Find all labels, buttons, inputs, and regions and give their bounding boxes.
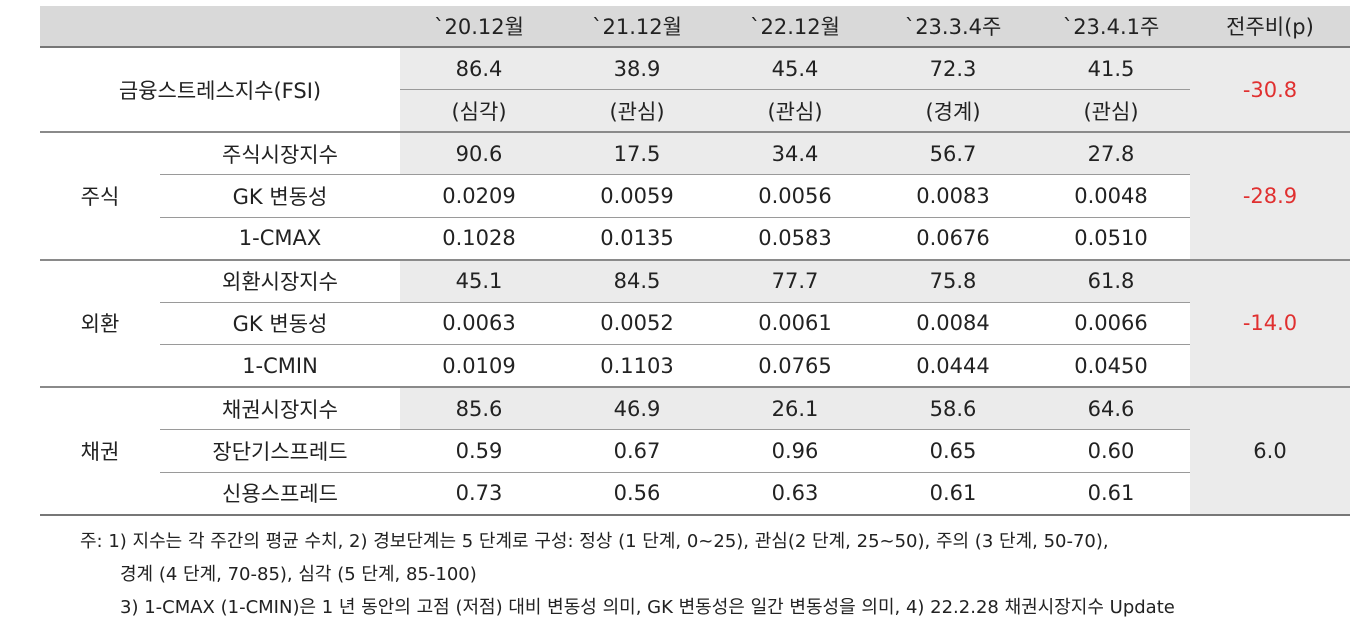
table-row: 1-CMAX 0.1028 0.0135 0.0583 0.0676 0.051… <box>40 217 1350 261</box>
row-label: 1-CMIN <box>160 344 400 388</box>
fsi-value: 45.4 <box>716 47 874 90</box>
fsi-change: -30.8 <box>1190 47 1350 133</box>
table-row: 1-CMIN 0.0109 0.1103 0.0765 0.0444 0.045… <box>40 344 1350 388</box>
fsi-level: (심각) <box>400 89 558 133</box>
cell-value: 58.6 <box>874 387 1032 430</box>
cell-value: 0.0052 <box>558 302 716 345</box>
header-col-1: `20.12월 <box>400 6 558 48</box>
cell-value: 46.9 <box>558 387 716 430</box>
cell-value: 26.1 <box>716 387 874 430</box>
fsi-level: (관심) <box>716 89 874 133</box>
row-label: 채권시장지수 <box>160 387 400 430</box>
group-change-bond: 6.0 <box>1190 387 1350 516</box>
cell-value: 0.61 <box>874 472 1032 516</box>
header-corner <box>40 6 400 48</box>
fsi-value: 86.4 <box>400 47 558 90</box>
group-label-fx: 외환 <box>40 259 160 388</box>
cell-value: 0.0450 <box>1032 344 1190 388</box>
cell-value: 17.5 <box>558 132 716 175</box>
fsi-table: `20.12월 `21.12월 `22.12월 `23.3.4주 `23.4.1… <box>40 6 1350 516</box>
cell-value: 0.0676 <box>874 217 1032 261</box>
row-label: 외환시장지수 <box>160 259 400 303</box>
cell-value: 0.60 <box>1032 429 1190 473</box>
cell-value: 0.0083 <box>874 174 1032 218</box>
cell-value: 0.0063 <box>400 302 558 345</box>
row-label: GK 변동성 <box>160 174 400 218</box>
fsi-level: (관심) <box>1032 89 1190 133</box>
table-row: GK 변동성 0.0063 0.0052 0.0061 0.0084 0.006… <box>40 302 1350 345</box>
row-label: 장단기스프레드 <box>160 429 400 473</box>
header-col-2: `21.12월 <box>558 6 716 48</box>
group-change-stock: -28.9 <box>1190 132 1350 261</box>
cell-value: 0.67 <box>558 429 716 473</box>
fsi-level: (관심) <box>558 89 716 133</box>
cell-value: 0.0583 <box>716 217 874 261</box>
fsi-value: 41.5 <box>1032 47 1190 90</box>
group-label-stock: 주식 <box>40 132 160 261</box>
fsi-level: (경계) <box>874 89 1032 133</box>
fsi-value: 72.3 <box>874 47 1032 90</box>
table-row: 신용스프레드 0.73 0.56 0.63 0.61 0.61 <box>40 472 1350 516</box>
header-col-3: `22.12월 <box>716 6 874 48</box>
cell-value: 90.6 <box>400 132 558 175</box>
row-label: 1-CMAX <box>160 217 400 261</box>
cell-value: 0.0048 <box>1032 174 1190 218</box>
cell-value: 0.0059 <box>558 174 716 218</box>
cell-value: 0.56 <box>558 472 716 516</box>
cell-value: 0.0135 <box>558 217 716 261</box>
cell-value: 0.0444 <box>874 344 1032 388</box>
header-change: 전주비(p) <box>1190 6 1350 48</box>
group-label-bond: 채권 <box>40 387 160 516</box>
cell-value: 0.0066 <box>1032 302 1190 345</box>
footnote-line-2: 경계 (4 단계, 70-85), 심각 (5 단계, 85-100) <box>120 564 477 585</box>
fsi-value: 38.9 <box>558 47 716 90</box>
cell-value: 0.1028 <box>400 217 558 261</box>
row-label: GK 변동성 <box>160 302 400 345</box>
cell-value: 27.8 <box>1032 132 1190 175</box>
row-label: 신용스프레드 <box>160 472 400 516</box>
cell-value: 0.59 <box>400 429 558 473</box>
row-label: 주식시장지수 <box>160 132 400 175</box>
table-row: 채권 채권시장지수 85.6 46.9 26.1 58.6 64.6 6.0 <box>40 387 1350 516</box>
footnote-line-1: 주: 1) 지수는 각 주간의 평균 수치, 2) 경보단계는 5 단계로 구성… <box>80 531 1109 552</box>
cell-value: 85.6 <box>400 387 558 430</box>
header-row: `20.12월 `21.12월 `22.12월 `23.3.4주 `23.4.1… <box>40 6 1350 48</box>
cell-value: 0.0765 <box>716 344 874 388</box>
table-row: 주식 주식시장지수 90.6 17.5 34.4 56.7 27.8 -28.9 <box>40 132 1350 261</box>
cell-value: 0.0510 <box>1032 217 1190 261</box>
header-col-4: `23.3.4주 <box>874 6 1032 48</box>
table-row-fsi-level: (심각) (관심) (관심) (경계) (관심) <box>40 89 1350 133</box>
cell-value: 0.0061 <box>716 302 874 345</box>
cell-value: 0.61 <box>1032 472 1190 516</box>
cell-value: 0.65 <box>874 429 1032 473</box>
cell-value: 0.73 <box>400 472 558 516</box>
cell-value: 0.0084 <box>874 302 1032 345</box>
cell-value: 77.7 <box>716 259 874 303</box>
cell-value: 0.0056 <box>716 174 874 218</box>
group-change-fx: -14.0 <box>1190 259 1350 388</box>
cell-value: 56.7 <box>874 132 1032 175</box>
cell-value: 84.5 <box>558 259 716 303</box>
table-row: 외환 외환시장지수 45.1 84.5 77.7 75.8 61.8 -14.0 <box>40 259 1350 388</box>
table-row-fsi-value: 금융스트레스지수(FSI) 86.4 38.9 45.4 72.3 41.5 -… <box>40 47 1350 133</box>
cell-value: 0.0209 <box>400 174 558 218</box>
footnote-line-3: 3) 1-CMAX (1-CMIN)은 1 년 동안의 고점 (저점) 대비 변… <box>120 597 1175 618</box>
cell-value: 0.1103 <box>558 344 716 388</box>
cell-value: 75.8 <box>874 259 1032 303</box>
table-row: GK 변동성 0.0209 0.0059 0.0056 0.0083 0.004… <box>40 174 1350 218</box>
cell-value: 61.8 <box>1032 259 1190 303</box>
cell-value: 0.63 <box>716 472 874 516</box>
cell-value: 0.96 <box>716 429 874 473</box>
fsi-label: 금융스트레스지수(FSI) <box>40 47 400 133</box>
cell-value: 45.1 <box>400 259 558 303</box>
header-col-5: `23.4.1주 <box>1032 6 1190 48</box>
cell-value: 64.6 <box>1032 387 1190 430</box>
table-row: 장단기스프레드 0.59 0.67 0.96 0.65 0.60 <box>40 429 1350 473</box>
cell-value: 34.4 <box>716 132 874 175</box>
cell-value: 0.0109 <box>400 344 558 388</box>
